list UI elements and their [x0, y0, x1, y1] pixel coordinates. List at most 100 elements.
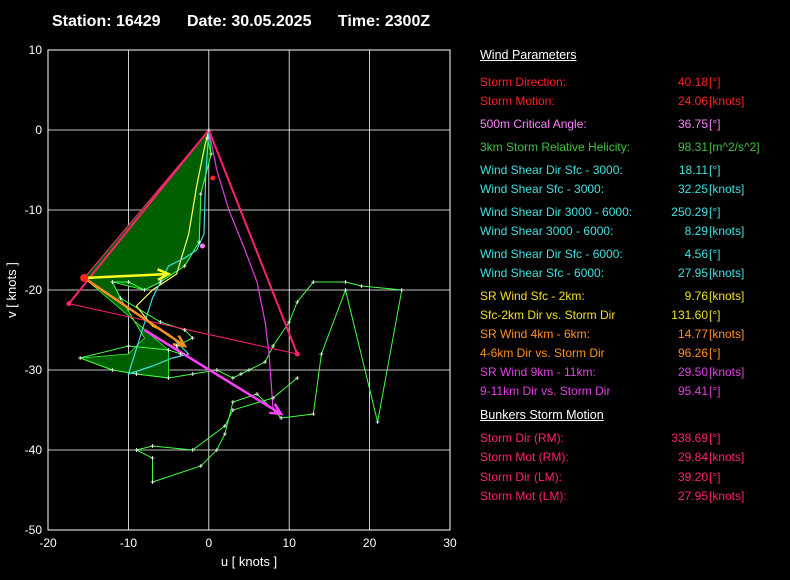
- hodograph-point-marker: [174, 344, 179, 348]
- parameter-label: Storm Mot (LM):: [480, 489, 567, 503]
- hodograph-point-marker: [271, 344, 276, 348]
- parameter-value: 131.60: [671, 308, 708, 322]
- sr-wind-vector-0-head: [157, 268, 172, 281]
- hodograph-traces: [68, 129, 403, 483]
- hodograph-point-marker: [158, 320, 163, 324]
- hodograph-point-marker: [182, 328, 187, 332]
- parameter-row: Wind Shear Dir Sfc - 6000: 4.56 [°]: [480, 245, 780, 264]
- parameter-unit: [°]: [709, 431, 721, 445]
- hodograph-point-marker: [134, 448, 139, 452]
- parameter-row: Storm Dir (RM): 338.69 [°]: [480, 429, 780, 448]
- x-tick-label: 0: [205, 536, 212, 550]
- hodograph-point-marker: [343, 288, 348, 292]
- x-tick-label: 30: [443, 536, 457, 550]
- time-label: Time: 2300Z: [337, 13, 431, 30]
- parameter-label: Storm Direction:: [480, 75, 567, 89]
- hodograph-point-marker: [230, 376, 235, 380]
- hodograph-point-marker: [198, 192, 203, 196]
- x-axis-label: u [ knots ]: [221, 554, 277, 569]
- hodograph-point-marker: [214, 448, 219, 452]
- parameter-value: 18.11: [678, 163, 708, 177]
- parameter-label: Wind Shear Dir Sfc - 3000:: [480, 163, 623, 177]
- parameter-unit: [knots]: [709, 182, 745, 196]
- parameter-row: SR Wind Sfc - 2km: 9.76 [knots]: [480, 287, 780, 306]
- parameter-value: 24.06: [677, 94, 708, 108]
- hodograph-point-marker: [255, 392, 260, 396]
- hodograph-point-marker: [343, 280, 348, 284]
- shear-midpoint: [210, 175, 216, 181]
- parameter-unit: [knots]: [709, 94, 745, 108]
- bunkers-title: Bunkers Storm Motion: [480, 408, 604, 422]
- y-tick-label: -40: [25, 443, 43, 457]
- hodograph-point-marker: [150, 456, 155, 460]
- y-tick-label: -30: [25, 363, 43, 377]
- parameter-label: Wind Shear 3000 - 6000:: [480, 224, 614, 238]
- storm-motion-line: [207, 129, 299, 355]
- parameter-value: 250.29: [671, 205, 708, 219]
- hodograph-full-trace: [78, 129, 403, 483]
- hodograph-point-marker: [190, 448, 195, 452]
- hodograph-point-marker: [311, 412, 316, 416]
- parameter-label: 9-11km Dir vs. Storm Dir: [480, 384, 611, 398]
- parameter-unit: [knots]: [709, 224, 745, 238]
- parameter-label: SR Wind 9km - 11km:: [480, 365, 596, 379]
- parameter-unit: [°]: [709, 346, 721, 360]
- storm-motion-point: [80, 274, 89, 282]
- hodograph-point-marker: [166, 376, 171, 380]
- sr-wind-vector-1: [83, 276, 186, 348]
- parameter-row: Storm Mot (LM): 27.95 [knots]: [480, 487, 780, 506]
- x-tick-label: -20: [39, 536, 57, 550]
- hodograph-point-marker: [190, 336, 195, 340]
- parameter-unit: [°]: [709, 308, 721, 322]
- bunkers-parameter-list: Storm Dir (RM): 338.69 [°] Storm Mot (RM): 2…: [480, 429, 780, 506]
- hodograph-point-marker: [205, 136, 210, 140]
- hodograph-point-marker: [247, 368, 251, 372]
- parameter-unit: [°]: [709, 205, 721, 219]
- parameter-label: Storm Motion:: [480, 94, 555, 108]
- parameter-value: 32.25: [677, 182, 708, 196]
- parameter-row: Storm Direction: 40.18 [°]: [480, 73, 780, 92]
- hodograph-point-marker: [230, 400, 235, 404]
- date-label: Date: 30.05.2025: [186, 13, 312, 30]
- hodograph-point-marker: [182, 264, 187, 268]
- parameter-value: 95.41: [677, 384, 708, 398]
- hodograph-point-marker: [359, 284, 364, 288]
- x-tick-label: -10: [120, 536, 138, 550]
- parameter-label: SR Wind Sfc - 2km:: [480, 289, 585, 303]
- hodograph-point-marker: [230, 408, 235, 412]
- hodograph-point-marker: [279, 416, 284, 420]
- hodograph-point-marker: [311, 280, 316, 284]
- parameter-unit: [°]: [709, 384, 721, 398]
- y-tick-label: 10: [29, 43, 43, 57]
- parameter-row: Wind Shear 3000 - 6000: 8.29 [knots]: [480, 222, 780, 241]
- hodograph-high-trace: [208, 129, 274, 411]
- hodograph-point-marker: [158, 280, 163, 284]
- parameter-value: 27.95: [677, 266, 708, 280]
- parameter-row: SR Wind 9km - 11km: 29.50 [knots]: [480, 363, 780, 382]
- left-mover-point: [66, 301, 72, 307]
- parameter-value: 338.69: [671, 431, 708, 445]
- parameter-value: 8.29: [684, 224, 708, 238]
- parameter-value: 39.20: [677, 470, 708, 484]
- hodograph-point-marker: [190, 372, 195, 376]
- hodograph-markers: [66, 128, 404, 484]
- parameter-value: 14.77: [677, 327, 708, 341]
- parameter-unit: [knots]: [709, 289, 745, 303]
- plot-border: [47, 49, 451, 531]
- parameter-value: 96.26: [677, 346, 708, 360]
- parameter-row: Wind Shear Dir 3000 - 6000: 250.29 [°]: [480, 203, 780, 222]
- hodograph-point-marker: [78, 356, 83, 360]
- hodograph-point-marker: [142, 288, 147, 292]
- y-axis-label: v [ knots ]: [4, 262, 19, 318]
- hodograph-point-marker: [197, 240, 202, 244]
- parameter-value: 29.84: [677, 450, 708, 464]
- hodograph-point-marker: [118, 296, 123, 300]
- parameter-unit: [knots]: [709, 365, 745, 379]
- plot-frame: [47, 49, 451, 531]
- critical-angle-point: [199, 243, 205, 249]
- parameter-label: Wind Shear Dir Sfc - 6000:: [480, 247, 623, 261]
- hodograph-point-marker: [214, 368, 219, 372]
- hodograph-point-marker: [271, 396, 276, 400]
- hodograph-point-marker: [263, 360, 268, 364]
